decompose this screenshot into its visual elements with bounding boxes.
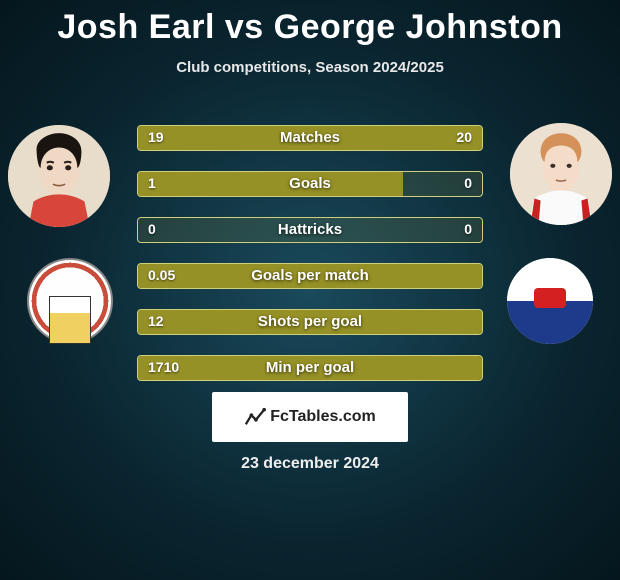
- page-title: Josh Earl vs George Johnston: [0, 0, 620, 47]
- stat-label: Matches: [138, 129, 482, 146]
- player-left-avatar: [8, 125, 110, 227]
- stat-label: Min per goal: [138, 359, 482, 376]
- brand-badge: FcTables.com: [212, 392, 408, 442]
- stat-row: 1710Min per goal: [137, 355, 483, 381]
- stat-label: Shots per goal: [138, 313, 482, 330]
- brand-icon: [244, 406, 266, 428]
- date-text: 23 december 2024: [0, 455, 620, 473]
- stat-label: Goals: [138, 175, 482, 192]
- player-right-avatar: [510, 123, 612, 225]
- stat-row: 1920Matches: [137, 125, 483, 151]
- subtitle: Club competitions, Season 2024/2025: [0, 59, 620, 76]
- brand-text: FcTables.com: [270, 408, 376, 426]
- stat-row: 12Shots per goal: [137, 309, 483, 335]
- stat-bars: 1920Matches 10Goals 00Hattricks 0.05Goals p…: [137, 125, 483, 401]
- stat-label: Goals per match: [138, 267, 482, 284]
- stat-row: 0.05Goals per match: [137, 263, 483, 289]
- stat-row: 10Goals: [137, 171, 483, 197]
- stat-label: Hattricks: [138, 221, 482, 238]
- stat-row: 00Hattricks: [137, 217, 483, 243]
- club-right-crest: [507, 258, 593, 344]
- club-left-crest: [27, 258, 113, 344]
